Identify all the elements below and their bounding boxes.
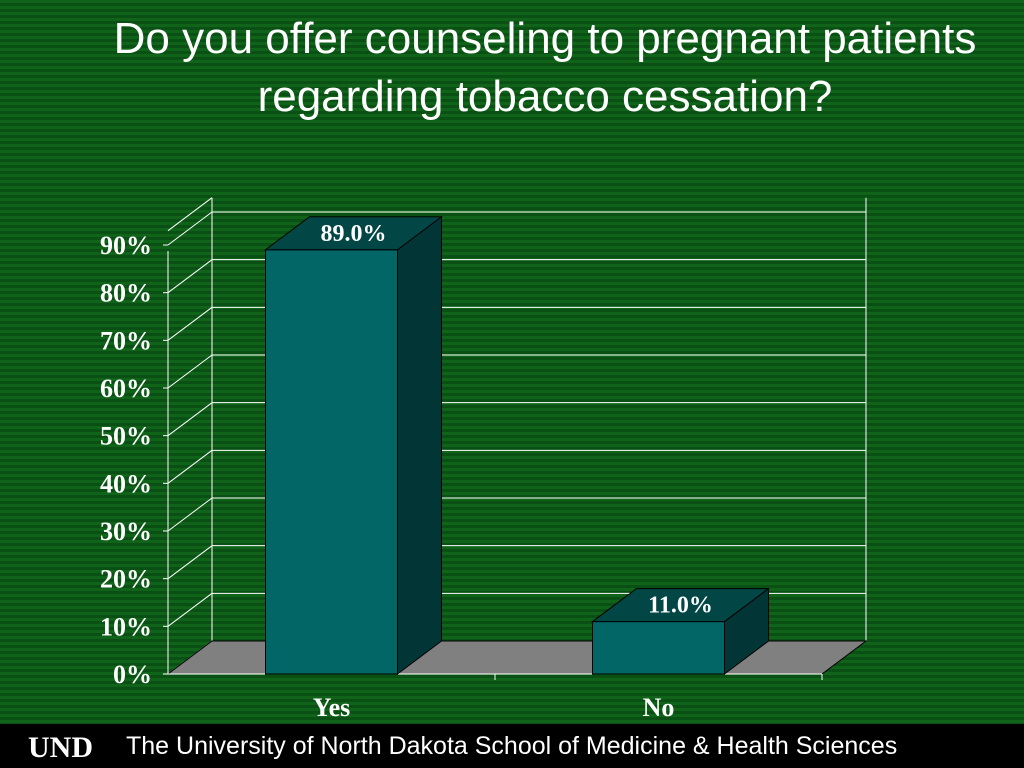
y-tick-label: 40% xyxy=(100,469,152,498)
side-gridline xyxy=(167,592,213,627)
bar-chart: 0% 10% 20% 30% 40% 50% 60% 70% 80% 90% 89.0% Yes 11.… xyxy=(100,197,868,722)
x-tick-label: Yes xyxy=(313,693,351,722)
y-tick-label: 90% xyxy=(100,231,152,260)
bar xyxy=(265,249,398,675)
y-tick-label: 50% xyxy=(100,422,152,451)
bar xyxy=(592,621,725,675)
data-label: 11.0% xyxy=(648,593,713,619)
svg-text:UND: UND xyxy=(28,731,93,762)
side-gridline xyxy=(167,402,213,437)
x-tick-label: No xyxy=(643,693,675,722)
y-tick-label: 60% xyxy=(100,374,152,403)
side-gridline xyxy=(167,545,213,580)
institution-name: The University of North Dakota School of… xyxy=(126,732,898,760)
bar-side xyxy=(397,215,442,675)
side-gridline xyxy=(167,449,213,484)
bar-top xyxy=(264,216,443,251)
footer-bar: UND The University of North Dakota Schoo… xyxy=(0,724,1024,768)
side-gridline xyxy=(167,354,213,389)
y-tick-label: 20% xyxy=(100,565,152,594)
side-gridline xyxy=(167,259,213,294)
y-tick-label: 10% xyxy=(100,612,152,641)
y-tick-label: 80% xyxy=(100,279,152,308)
side-wall-top-edge xyxy=(167,197,213,232)
y-tick-label: 0% xyxy=(113,660,152,689)
y-tick-label: 70% xyxy=(100,326,152,355)
side-gridline xyxy=(167,306,213,341)
und-logo-icon: UND xyxy=(28,731,93,762)
slide-title: Do you offer counseling to pregnant pati… xyxy=(113,14,977,121)
side-gridline xyxy=(167,211,213,246)
side-gridline xyxy=(167,497,213,532)
bar-top xyxy=(591,588,770,623)
y-tick-label: 30% xyxy=(100,517,152,546)
data-label: 89.0% xyxy=(321,221,387,247)
